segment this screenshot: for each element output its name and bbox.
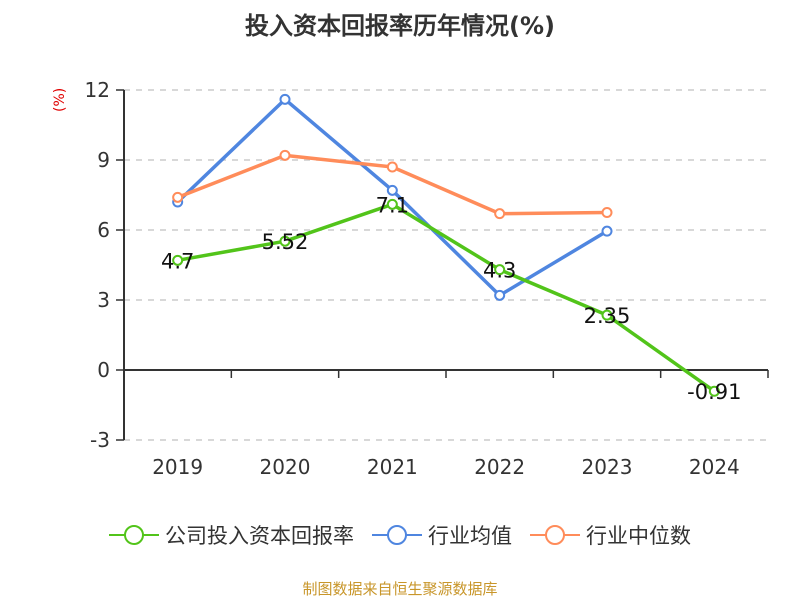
- data-point[interactable]: [386, 198, 398, 210]
- y-tick-label: 12: [85, 78, 110, 102]
- x-tick-label: 2020: [260, 455, 311, 479]
- x-tick-label: 2023: [582, 455, 633, 479]
- legend-label: 公司投入资本回报率: [165, 524, 354, 548]
- legend-label: 行业中位数: [586, 524, 691, 548]
- y-tick-label: 0: [97, 358, 110, 382]
- data-point[interactable]: [386, 184, 398, 196]
- x-tick-label: 2022: [474, 455, 525, 479]
- data-point[interactable]: [494, 289, 506, 301]
- legend-line-circle-icon: [372, 525, 422, 545]
- data-point[interactable]: [279, 149, 291, 161]
- data-point[interactable]: [279, 235, 291, 247]
- legend-item-industry-median[interactable]: 行业中位数: [530, 520, 691, 550]
- data-point[interactable]: [601, 207, 613, 218]
- legend-line-circle-icon: [109, 525, 159, 545]
- legend: 公司投入资本回报率 行业均值 行业中位数: [0, 520, 800, 550]
- series-line: [177, 202, 716, 393]
- y-tick-label: -3: [90, 428, 110, 452]
- y-tick-label: 6: [97, 218, 110, 242]
- data-point[interactable]: [172, 191, 184, 203]
- data-label: -0.91: [687, 380, 741, 404]
- x-tick-label: 2024: [689, 455, 740, 479]
- legend-label: 行业均值: [428, 524, 512, 548]
- legend-item-industry-mean[interactable]: 行业均值: [372, 520, 512, 550]
- data-label: 4.7: [161, 249, 194, 273]
- data-point[interactable]: [386, 161, 398, 173]
- data-label: 4.3: [483, 259, 516, 283]
- data-label: 2.35: [584, 304, 631, 328]
- data-point[interactable]: [601, 225, 613, 237]
- y-tick-label: 9: [97, 148, 110, 172]
- chart-title: 投入资本回报率历年情况(%): [245, 12, 555, 40]
- y-tick-label: 3: [97, 288, 110, 312]
- data-source-note: 制图数据来自恒生聚源数据库: [302, 580, 498, 598]
- x-tick-label: 2019: [152, 455, 203, 479]
- data-point[interactable]: [494, 264, 506, 276]
- data-point[interactable]: [601, 309, 613, 321]
- data-point[interactable]: [494, 208, 506, 220]
- data-label: 5.52: [262, 230, 309, 254]
- data-point[interactable]: [708, 385, 720, 397]
- legend-line-circle-icon: [530, 525, 580, 545]
- x-tick-label: 2021: [367, 455, 418, 479]
- data-point[interactable]: [172, 254, 184, 266]
- legend-item-company[interactable]: 公司投入资本回报率: [109, 520, 354, 550]
- data-point[interactable]: [279, 93, 291, 105]
- data-label: 7.1: [376, 193, 409, 217]
